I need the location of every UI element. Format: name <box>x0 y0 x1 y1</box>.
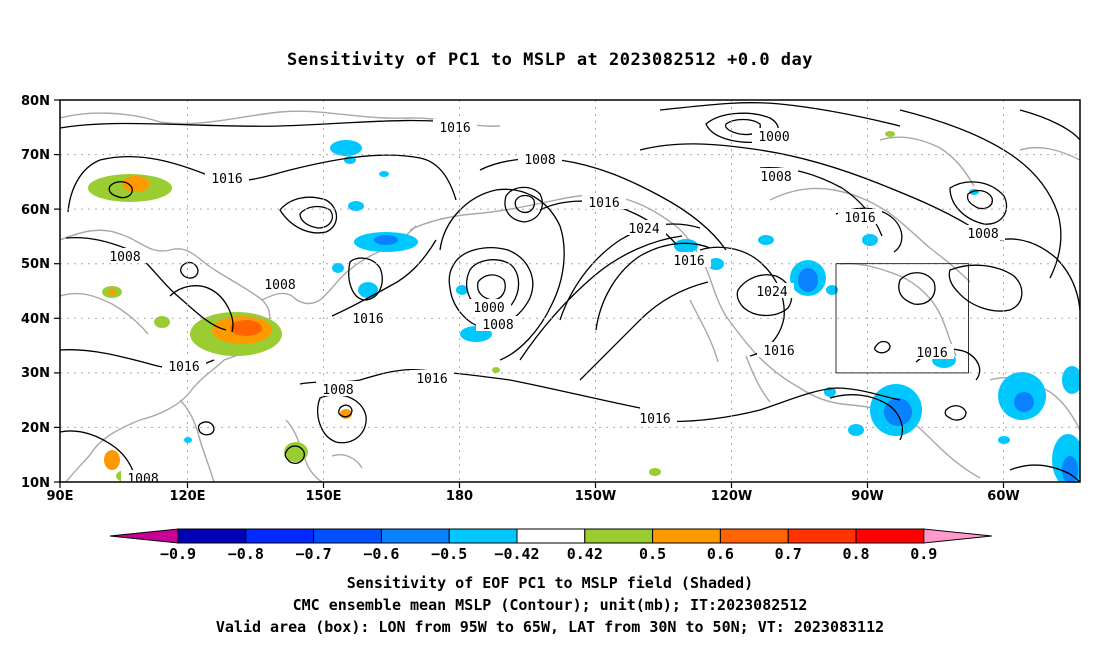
lon-label: 120W <box>711 489 752 504</box>
colorbar-label: 0.9 <box>910 545 937 563</box>
colorbar-label: 0.42 <box>567 545 603 563</box>
plot-title: Sensitivity of PC1 to MSLP at 2023082512… <box>286 50 813 70</box>
colorbar-box <box>245 528 315 544</box>
colorbar-box <box>719 528 789 544</box>
colorbar-label: −0.8 <box>228 545 264 563</box>
lat-label: 30N <box>21 366 50 381</box>
colorbar-label: 0.7 <box>775 545 802 563</box>
colorbar-label: −0.42 <box>494 545 539 563</box>
lon-label: 90E <box>47 489 74 504</box>
colorbar-box <box>380 528 450 544</box>
colorbar-left-arrow <box>109 528 179 544</box>
colorbar-box <box>652 528 721 544</box>
lon-label: 60W <box>987 489 1019 504</box>
lon-label: 150E <box>305 489 341 504</box>
caption-line-1: Sensitivity of EOF PC1 to MSLP field (Sh… <box>346 574 754 592</box>
lat-label: 40N <box>21 312 50 327</box>
latitude-labels: 80N 70N 60N 50N 40N 30N 20N 10N <box>21 94 50 491</box>
svg-text:1000: 1000 <box>758 130 789 145</box>
colorbar-box <box>448 528 518 544</box>
caption-line-2: CMC ensemble mean MSLP (Contour); unit(m… <box>292 596 808 614</box>
colorbar-label: 0.8 <box>842 545 869 563</box>
lat-label: 70N <box>21 148 50 163</box>
colorbar-box <box>584 528 654 544</box>
svg-text:1008: 1008 <box>127 472 158 487</box>
caption-line-3: Valid area (box): LON from 95W to 65W, L… <box>215 618 885 636</box>
lon-label: 150W <box>575 489 616 504</box>
lon-label: 180 <box>446 489 473 504</box>
figure-captions: Sensitivity of EOF PC1 to MSLP field (Sh… <box>0 572 1100 638</box>
colorbar-label: 0.5 <box>639 545 666 563</box>
colorbar-box <box>787 528 857 544</box>
lat-label: 80N <box>21 94 50 109</box>
lon-label: 90W <box>851 489 883 504</box>
svg-text:1016: 1016 <box>916 346 947 361</box>
svg-text:1000: 1000 <box>473 301 504 316</box>
svg-text:1016: 1016 <box>639 412 670 427</box>
tick-marks <box>54 99 1005 488</box>
colorbar-box <box>855 528 925 544</box>
colorbar-box <box>177 528 247 544</box>
lon-label: 120E <box>169 489 205 504</box>
svg-text:1016: 1016 <box>168 360 199 375</box>
svg-text:1016: 1016 <box>763 344 794 359</box>
longitude-labels: 90E 120E 150E 180 150W 120W 90W 60W <box>47 489 1020 504</box>
svg-text:1008: 1008 <box>109 250 140 265</box>
colorbar-label: −0.7 <box>296 545 332 563</box>
sensitivity-shading <box>88 131 1080 482</box>
colorbar-label: −0.6 <box>363 545 399 563</box>
svg-text:1008: 1008 <box>322 383 353 398</box>
contour-labels: 1016 1016 1008 1016 1008 1016 1024 1000 … <box>103 119 1005 487</box>
svg-text:1024: 1024 <box>756 285 787 300</box>
colorbar-label: −0.9 <box>160 545 196 563</box>
svg-text:1016: 1016 <box>211 172 242 187</box>
svg-text:1016: 1016 <box>416 372 447 387</box>
svg-text:1008: 1008 <box>524 153 555 168</box>
svg-text:1016: 1016 <box>352 312 383 327</box>
svg-text:1008: 1008 <box>482 318 513 333</box>
graticule <box>60 100 1080 482</box>
svg-text:1024: 1024 <box>628 222 659 237</box>
svg-text:1016: 1016 <box>439 121 470 136</box>
colorbar: −0.9 −0.8 −0.7 −0.6 −0.5 −0.42 0.42 0.5 0.6 0.7 0.… <box>109 528 992 563</box>
colorbar-box <box>516 528 586 544</box>
svg-text:1008: 1008 <box>264 278 295 293</box>
svg-text:1016: 1016 <box>673 254 704 269</box>
map-border <box>59 99 1081 483</box>
colorbar-label: 0.6 <box>707 545 734 563</box>
lat-label: 10N <box>21 476 50 491</box>
svg-text:1008: 1008 <box>760 170 791 185</box>
svg-text:1008: 1008 <box>967 227 998 242</box>
colorbar-box <box>313 528 382 544</box>
colorbar-right-arrow <box>923 528 992 544</box>
lat-label: 50N <box>21 257 50 272</box>
colorbar-label: −0.5 <box>431 545 467 563</box>
lat-label: 20N <box>21 421 50 436</box>
svg-text:1016: 1016 <box>844 211 875 226</box>
valid-area-box <box>835 263 970 374</box>
svg-text:1016: 1016 <box>588 196 619 211</box>
lat-label: 60N <box>21 203 50 218</box>
